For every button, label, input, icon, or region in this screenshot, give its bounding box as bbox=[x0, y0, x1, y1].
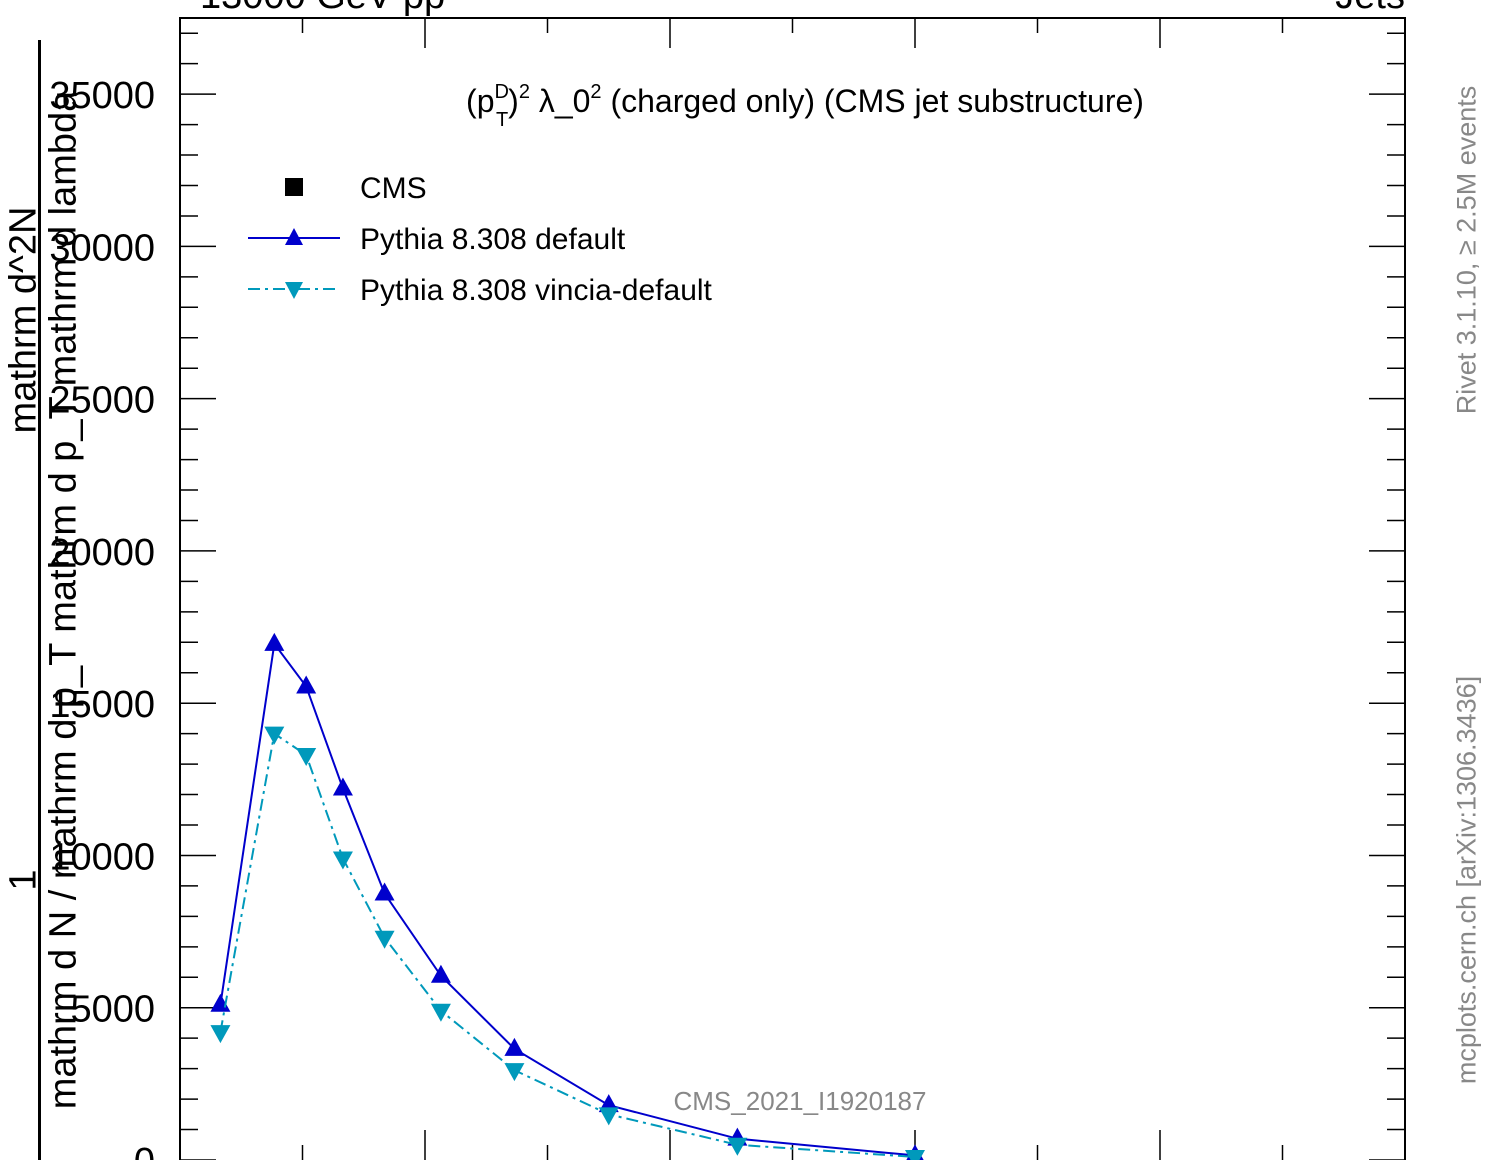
analysis-watermark: CMS_2021_I1920187 bbox=[674, 1086, 927, 1116]
series-point-0 bbox=[296, 675, 317, 694]
y-tick-label: 15000 bbox=[49, 684, 155, 726]
legend-marker-cms bbox=[285, 178, 303, 196]
y-tick-label: 25000 bbox=[49, 380, 155, 422]
series-point-1 bbox=[430, 1003, 451, 1022]
series-line-0 bbox=[219, 641, 916, 1157]
legend-label-vincia: Pythia 8.308 vincia-default bbox=[360, 274, 713, 307]
chart-title: (pD T)2 λ_02 (charged only) (CMS jet subs… bbox=[466, 81, 1144, 131]
series-point-1 bbox=[504, 1063, 525, 1082]
series-point-1 bbox=[374, 930, 395, 949]
series-point-0 bbox=[332, 777, 353, 796]
legend-marker-default bbox=[285, 228, 303, 245]
series-point-1 bbox=[296, 747, 317, 766]
y-tick-label: 35000 bbox=[49, 75, 155, 117]
series-point-1 bbox=[905, 1149, 925, 1160]
legend-marker-vincia bbox=[285, 282, 303, 299]
legend-label-cms: CMS bbox=[360, 172, 427, 205]
y-tick-labels: 0 5000 10000 15000 20000 25000 30000 35000 bbox=[49, 75, 155, 1160]
series-point-1 bbox=[598, 1107, 619, 1126]
series-point-1 bbox=[210, 1025, 231, 1044]
y-tick-label: 10000 bbox=[49, 836, 155, 878]
y-axis-label-fraction-bar bbox=[38, 40, 41, 1160]
legend: CMS Pythia 8.308 default Pythia 8.308 vi… bbox=[248, 172, 713, 307]
series-point-0 bbox=[374, 882, 395, 901]
series-point-1 bbox=[332, 851, 353, 870]
data-series bbox=[210, 632, 925, 1160]
series-point-0 bbox=[504, 1037, 525, 1056]
side-text-site: mcplots.cern.ch [arXiv:1306.3436] bbox=[1451, 675, 1482, 1085]
y-tick-label: 5000 bbox=[70, 989, 155, 1031]
axis-ticks bbox=[179, 18, 1406, 1160]
series-point-1 bbox=[264, 726, 285, 745]
y-tick-label: 20000 bbox=[49, 532, 155, 574]
y-tick-label: 0 bbox=[134, 1141, 155, 1160]
series-point-0 bbox=[430, 964, 451, 983]
header-right: Jets bbox=[1335, 0, 1405, 17]
header-left: 13000 GeV pp bbox=[200, 0, 445, 17]
y-tick-label: 30000 bbox=[49, 227, 155, 269]
series-point-1 bbox=[727, 1137, 748, 1156]
y-axis-label-denominator: mathrm d N / mathrm d p_T mathrm d p_T m… bbox=[42, 90, 85, 1110]
side-text-rivet: Rivet 3.1.10, ≥ 2.5M events bbox=[1451, 85, 1482, 415]
series-point-0 bbox=[264, 632, 285, 651]
legend-label-default: Pythia 8.308 default bbox=[360, 223, 626, 256]
